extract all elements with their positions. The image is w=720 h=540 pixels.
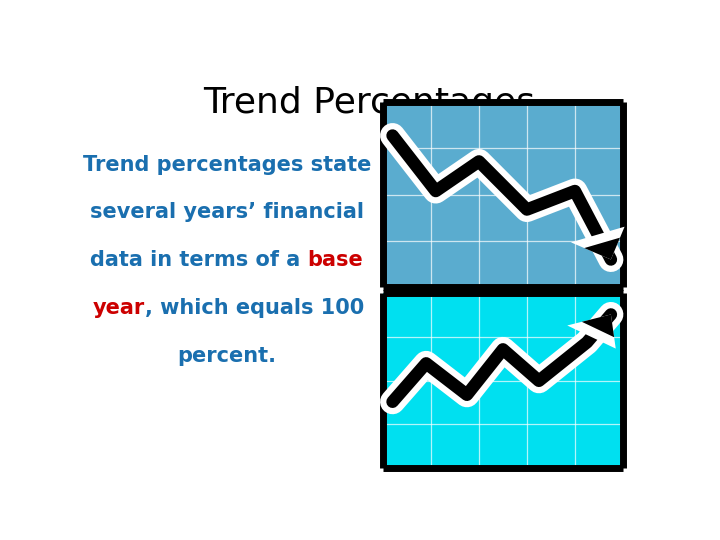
Text: data in terms of a: data in terms of a — [90, 250, 307, 270]
Text: year: year — [93, 298, 145, 318]
Text: base: base — [307, 250, 364, 270]
Text: percent.: percent. — [177, 346, 276, 366]
Text: Trend percentages state: Trend percentages state — [83, 154, 371, 174]
Polygon shape — [567, 314, 616, 349]
Text: , which equals 100: , which equals 100 — [145, 298, 364, 318]
Polygon shape — [582, 314, 614, 337]
Text: Trend Percentages: Trend Percentages — [203, 85, 535, 119]
FancyBboxPatch shape — [383, 102, 623, 287]
Polygon shape — [584, 238, 620, 260]
Polygon shape — [571, 227, 624, 260]
FancyBboxPatch shape — [383, 294, 623, 468]
Text: several years’ financial: several years’ financial — [90, 202, 364, 222]
